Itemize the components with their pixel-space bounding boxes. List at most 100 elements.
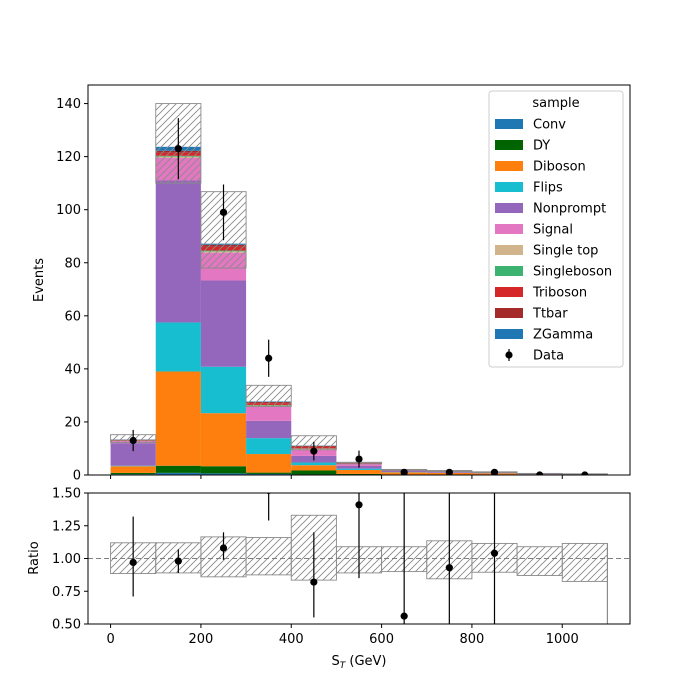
legend-label: Ttbar: [532, 307, 568, 322]
ratio-point: [310, 578, 318, 586]
x-tick-label: 800: [460, 632, 485, 647]
stack-bar: [246, 454, 292, 473]
y-tick-label: 1.00: [52, 552, 81, 567]
ratio-point: [174, 557, 182, 565]
ratio-point: [445, 564, 453, 572]
y-tick-label: 0.50: [52, 618, 81, 633]
legend-swatch: [495, 308, 523, 318]
legend-swatch: [495, 119, 523, 129]
y-tick-label: 140: [56, 97, 81, 112]
main-y-axis-label: Events: [32, 258, 47, 302]
legend-title: sample: [532, 96, 579, 111]
legend-swatch: [495, 245, 523, 255]
legend-swatch: [495, 161, 523, 171]
stack-bar: [246, 472, 292, 474]
ratio-band-box: [245, 537, 292, 576]
legend-label: Signal: [533, 223, 573, 238]
data-point: [536, 471, 544, 475]
stack-bar: [336, 473, 382, 475]
legend-swatch: [495, 287, 523, 297]
stack-bar: [291, 462, 337, 466]
data-points: [129, 118, 589, 475]
y-tick-label: 0.75: [52, 585, 81, 600]
y-tick-label: 0: [73, 469, 81, 484]
x-tick-label: 600: [369, 632, 394, 647]
stack-bar: [155, 371, 201, 466]
data-point: [265, 354, 273, 362]
ratio-band-box: [516, 546, 563, 576]
legend-label: ZGamma: [533, 328, 593, 343]
legend-label: Singleboson: [533, 265, 612, 280]
data-point: [355, 455, 363, 463]
y-tick-label: 20: [64, 415, 81, 430]
ratio-y-axis: 0.50 0.75 1.00 1.25 1.50: [52, 487, 88, 633]
stack-series: [110, 322, 608, 475]
ratio-points: [129, 493, 499, 624]
ratio-point: [355, 501, 363, 509]
x-axis-label: ST (GeV): [331, 654, 386, 671]
y-tick-label: 80: [64, 256, 81, 271]
stack-bar: [200, 473, 247, 475]
main-panel: 0 20 40 60 80 100 120 140 Events sample Conv DY Di…: [32, 84, 631, 484]
stack-series: [110, 371, 608, 475]
legend-swatch: [495, 224, 523, 234]
ratio-band-box: [561, 542, 608, 582]
legend-label: Nonprompt: [533, 202, 606, 217]
stack-bar: [155, 472, 201, 475]
stack-bar: [200, 280, 247, 367]
stack-bar: [246, 473, 292, 475]
stack-bar: [246, 406, 292, 421]
legend-swatch: [495, 266, 523, 276]
ratio-x-axis: 0 200 400 600 800 1000: [106, 624, 579, 647]
legend-box: [488, 90, 624, 368]
ratio-y-axis-label: Ratio: [27, 541, 42, 574]
data-point: [129, 436, 137, 445]
ratio-panel: 0.50 0.75 1.00 1.25 1.50 0 200 400 600 800 1000 R…: [27, 487, 631, 671]
main-x-axis: [110, 475, 563, 479]
x-tick-label: 0: [106, 632, 114, 647]
x-tick-label: 400: [279, 632, 304, 647]
legend-swatch: [495, 140, 523, 150]
y-tick-label: 1.25: [52, 519, 81, 534]
stack-bar: [110, 443, 156, 466]
legend-label: Diboson: [533, 160, 586, 175]
stack-bar: [110, 465, 156, 467]
main-y-axis: 0 20 40 60 80 100 120 140: [56, 97, 88, 484]
stack-bar: [200, 366, 247, 414]
stack-bar: [336, 469, 382, 474]
stack-bar: [200, 466, 247, 474]
stack-bar: [200, 413, 247, 467]
ratio-point: [490, 549, 499, 557]
stack-bar: [110, 466, 156, 473]
data-point: [219, 208, 228, 216]
legend-data-marker: [505, 351, 513, 359]
legend-swatch: [495, 182, 523, 192]
data-point: [445, 468, 453, 475]
y-tick-label: 100: [56, 203, 81, 218]
legend-label: DY: [533, 139, 550, 154]
stack-bar: [291, 465, 337, 471]
legend-swatch: [495, 203, 523, 213]
data-point: [310, 447, 318, 455]
legend-label: Flips: [533, 181, 563, 196]
legend-label: Triboson: [532, 286, 587, 301]
x-tick-label: 1000: [546, 632, 579, 647]
ratio-point: [219, 544, 228, 552]
legend-swatch: [495, 329, 523, 339]
ratio-plot-area: [88, 493, 630, 624]
stack-bar: [291, 470, 337, 475]
legend-label: Single top: [533, 244, 598, 259]
x-tick-label: 200: [189, 632, 214, 647]
stack-bar: [155, 180, 201, 323]
stack-bar: [155, 322, 201, 372]
data-point: [174, 145, 182, 153]
y-tick-label: 120: [56, 150, 81, 165]
main-plot-area: [110, 103, 608, 475]
main-axes-frame: [87, 84, 631, 476]
data-point: [581, 471, 589, 475]
data-point: [490, 468, 499, 475]
stack-bar: [110, 472, 156, 475]
data-point: [400, 468, 408, 475]
legend-label: Data: [533, 349, 564, 364]
